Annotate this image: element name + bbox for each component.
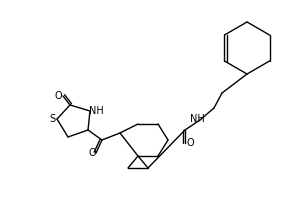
Text: NH: NH [190,114,204,124]
Text: O: O [54,91,62,101]
Text: S: S [49,114,55,124]
Text: O: O [186,138,194,148]
Text: NH: NH [88,106,104,116]
Text: O: O [88,148,96,158]
